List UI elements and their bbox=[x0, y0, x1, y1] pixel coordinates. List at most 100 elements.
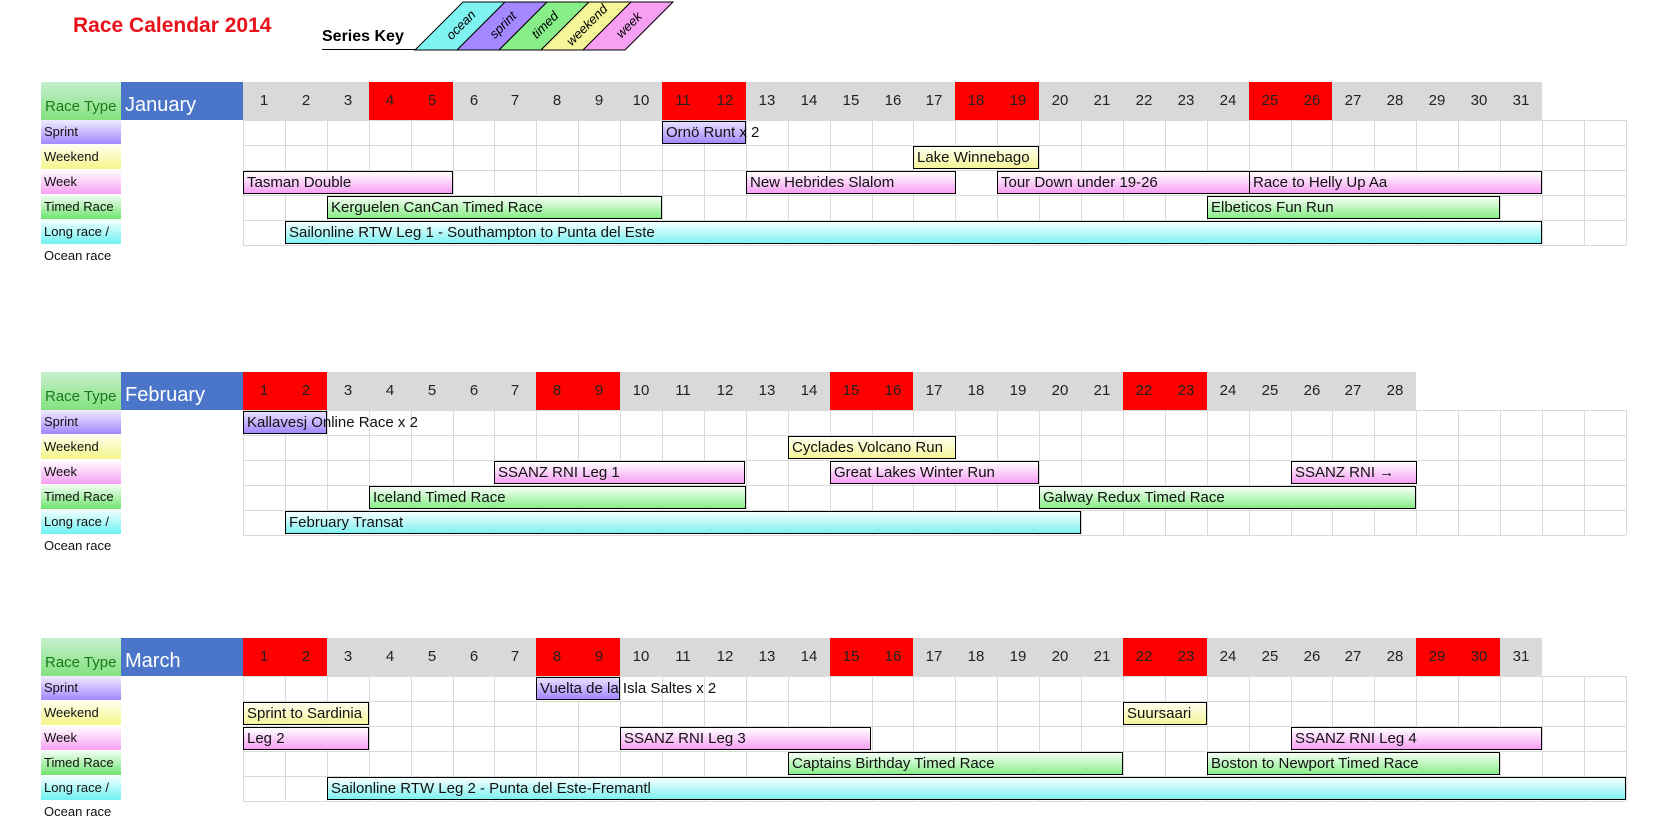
grid-vline bbox=[1542, 676, 1543, 801]
day-header: 17 bbox=[913, 82, 955, 120]
day-header: 28 bbox=[1374, 372, 1416, 410]
row-label-text: Week bbox=[44, 174, 77, 189]
row-label-week: Week bbox=[41, 170, 121, 194]
event-timed[interactable]: Iceland Timed Race bbox=[369, 486, 746, 509]
event-timed[interactable]: Elbeticos Fun Run bbox=[1207, 196, 1500, 219]
event-sprint[interactable]: Ornö Runt x 2 bbox=[662, 121, 759, 144]
day-header: 19 bbox=[997, 638, 1039, 676]
event-timed[interactable]: Boston to Newport Timed Race bbox=[1207, 752, 1500, 775]
event-week[interactable]: SSANZ RNI → bbox=[1291, 461, 1417, 484]
event-week[interactable]: SSANZ RNI Leg 3 bbox=[620, 727, 871, 750]
grid-hline bbox=[243, 776, 1626, 777]
event-week[interactable]: Leg 2 bbox=[243, 727, 369, 750]
race-type-header: Race Type bbox=[41, 372, 121, 410]
day-header: 27 bbox=[1332, 638, 1374, 676]
day-header-weekend: 23 bbox=[1165, 638, 1207, 676]
day-header: 10 bbox=[620, 638, 662, 676]
grid-vline bbox=[369, 676, 370, 801]
day-header-weekend: 4 bbox=[369, 82, 411, 120]
grid-vline bbox=[536, 676, 537, 801]
day-header: 13 bbox=[746, 372, 788, 410]
row-label-text: Long race / Ocean race bbox=[44, 780, 112, 819]
day-header-weekend: 9 bbox=[578, 372, 620, 410]
day-header: 14 bbox=[788, 372, 830, 410]
row-label-timed: Timed Race bbox=[41, 485, 121, 509]
event-timed[interactable]: Kerguelen CanCan Timed Race bbox=[327, 196, 662, 219]
day-header-weekend: 29 bbox=[1416, 638, 1458, 676]
event-week[interactable]: Tasman Double bbox=[243, 171, 453, 194]
grid-vline bbox=[662, 120, 663, 245]
day-header bbox=[1500, 372, 1542, 410]
grid-vline bbox=[1081, 410, 1082, 535]
event-week[interactable]: SSANZ RNI Leg 1 bbox=[494, 461, 745, 484]
grid-vline bbox=[1123, 410, 1124, 535]
day-header-weekend: 30 bbox=[1458, 638, 1500, 676]
grid-vline bbox=[872, 676, 873, 801]
row-label-timed: Timed Race bbox=[41, 751, 121, 775]
row-label-text: Week bbox=[44, 464, 77, 479]
event-ocean[interactable]: Sailonline RTW Leg 1 - Southampton to Pu… bbox=[285, 221, 1542, 244]
event-weekend[interactable]: Sprint to Sardinia bbox=[243, 702, 369, 725]
grid-vline bbox=[1165, 410, 1166, 535]
day-header: 8 bbox=[536, 82, 578, 120]
row-label-week: Week bbox=[41, 726, 121, 750]
grid-vline bbox=[285, 410, 286, 535]
event-weekend[interactable]: Cyclades Volcano Run bbox=[788, 436, 956, 459]
day-header: 5 bbox=[411, 372, 453, 410]
grid-hline bbox=[243, 220, 1626, 221]
day-header: 3 bbox=[327, 638, 369, 676]
day-header: 31 bbox=[1500, 638, 1542, 676]
grid-vline bbox=[1626, 120, 1627, 245]
event-ocean[interactable]: February Transat bbox=[285, 511, 1081, 534]
grid-hline bbox=[243, 751, 1626, 752]
grid-vline bbox=[494, 120, 495, 245]
day-header: 20 bbox=[1039, 82, 1081, 120]
grid-vline bbox=[1542, 410, 1543, 535]
day-header: 7 bbox=[494, 638, 536, 676]
day-header: 10 bbox=[620, 372, 662, 410]
day-header: 17 bbox=[913, 372, 955, 410]
day-header: 14 bbox=[788, 82, 830, 120]
day-header-weekend: 2 bbox=[285, 638, 327, 676]
grid-vline bbox=[1039, 676, 1040, 801]
grid-vline bbox=[243, 410, 244, 535]
race-type-label: Race Type bbox=[45, 388, 117, 405]
race-type-header: Race Type bbox=[41, 638, 121, 676]
day-header: 27 bbox=[1332, 82, 1374, 120]
event-weekend[interactable]: Lake Winnebago bbox=[913, 146, 1039, 169]
event-weekend[interactable]: Suursaari bbox=[1123, 702, 1207, 725]
day-header: 13 bbox=[746, 82, 788, 120]
row-label-text: Weekend bbox=[44, 439, 99, 454]
grid-vline bbox=[411, 676, 412, 801]
row-label-weekend: Weekend bbox=[41, 701, 121, 725]
day-header bbox=[1458, 372, 1500, 410]
day-header-weekend: 5 bbox=[411, 82, 453, 120]
day-header-weekend: 22 bbox=[1123, 638, 1165, 676]
event-ocean[interactable]: Sailonline RTW Leg 2 - Punta del Este-Fr… bbox=[327, 777, 1626, 800]
day-header: 20 bbox=[1039, 638, 1081, 676]
event-sprint[interactable]: Vuelta de la Isla Saltes x 2 bbox=[536, 677, 716, 700]
event-week[interactable]: Race to Helly Up Aa bbox=[1249, 171, 1542, 194]
day-header-weekend: 9 bbox=[578, 638, 620, 676]
row-label-week: Week bbox=[41, 460, 121, 484]
day-header: 14 bbox=[788, 638, 830, 676]
page-title: Race Calendar 2014 bbox=[73, 14, 272, 37]
day-header: 2 bbox=[285, 82, 327, 120]
series-key-label: Series Key bbox=[322, 28, 404, 45]
month-title: March bbox=[121, 638, 243, 676]
event-week[interactable]: SSANZ RNI Leg 4 bbox=[1291, 727, 1542, 750]
event-week[interactable]: New Hebrides Slalom bbox=[746, 171, 956, 194]
event-week[interactable]: Great Lakes Winter Run bbox=[830, 461, 1039, 484]
grid-vline bbox=[1207, 676, 1208, 801]
event-sprint[interactable]: Kallavesj Online Race x 2 bbox=[243, 411, 418, 434]
event-timed[interactable]: Captains Birthday Timed Race bbox=[788, 752, 1123, 775]
grid-vline bbox=[453, 120, 454, 245]
day-header: 17 bbox=[913, 638, 955, 676]
day-header: 4 bbox=[369, 372, 411, 410]
event-week[interactable]: Tour Down under 19-26 bbox=[997, 171, 1290, 194]
grid-hline bbox=[243, 460, 1626, 461]
event-timed[interactable]: Galway Redux Timed Race bbox=[1039, 486, 1416, 509]
row-label-text: Long race / Ocean race bbox=[44, 514, 112, 553]
day-header: 7 bbox=[494, 82, 536, 120]
grid-vline bbox=[453, 676, 454, 801]
